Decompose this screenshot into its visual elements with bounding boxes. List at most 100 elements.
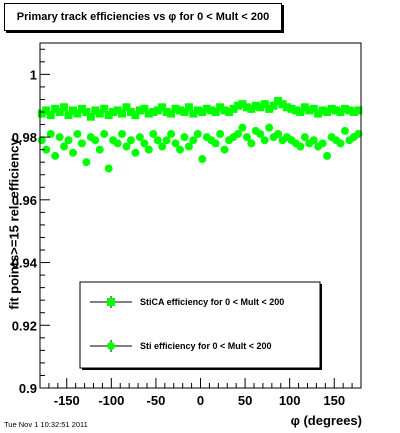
data-point-sti [82, 158, 91, 167]
data-point-sti [265, 123, 274, 132]
data-point-stica [207, 106, 216, 115]
data-point-stica [238, 100, 247, 109]
timestamp: Tue Nov 1 10:32:51 2011 [4, 420, 88, 429]
data-point-stica [229, 104, 238, 113]
y-tick-label: 1 [30, 67, 37, 82]
x-axis-label: φ (degrees) [290, 413, 362, 428]
data-point-stica [269, 101, 278, 110]
data-point-sti [64, 136, 73, 145]
data-point-stica [260, 100, 269, 109]
data-point-sti [149, 129, 158, 138]
data-point-stica [305, 106, 314, 115]
data-point-stica [171, 104, 180, 113]
data-point-stica [189, 109, 198, 118]
data-point-sti [193, 129, 202, 138]
data-point-stica [274, 97, 283, 106]
x-tick-label: -100 [98, 393, 124, 408]
x-tick-label: 50 [238, 393, 252, 408]
data-point-stica [55, 108, 64, 116]
data-point-sti [336, 139, 345, 148]
data-point-sti [113, 139, 122, 148]
data-point-sti [42, 145, 51, 154]
data-point-sti [216, 129, 225, 138]
data-point-stica [158, 103, 167, 112]
y-tick-label: 0.92 [12, 318, 37, 333]
data-point-stica [175, 106, 184, 115]
data-point-stica [118, 109, 127, 118]
data-point-stica [91, 106, 100, 115]
legend-label: StiCA efficiency for 0 < Mult < 200 [140, 297, 284, 307]
data-point-stica [340, 104, 349, 113]
data-point-sti [153, 136, 162, 145]
data-point-stica [287, 104, 296, 113]
data-point-sti [104, 164, 113, 173]
legend-marker-circle [107, 342, 115, 350]
data-point-stica [291, 106, 300, 115]
y-tick-label: 0.9 [19, 381, 37, 396]
data-point-stica [109, 108, 118, 116]
data-point-sti [180, 133, 189, 142]
data-point-stica [82, 108, 91, 116]
data-point-sti [340, 126, 349, 135]
data-point-stica [60, 103, 69, 112]
data-point-sti [211, 139, 220, 148]
data-point-stica [144, 109, 153, 118]
data-point-stica [309, 104, 318, 113]
data-point-stica [354, 106, 363, 115]
data-point-sti [323, 151, 332, 160]
data-point-sti [189, 136, 198, 145]
data-point-sti [167, 129, 176, 138]
data-point-sti [140, 139, 149, 148]
data-point-stica [73, 109, 82, 118]
data-point-stica [220, 106, 229, 115]
data-point-sti [60, 142, 69, 151]
data-point-stica [51, 104, 60, 113]
data-point-sti [162, 136, 171, 145]
data-point-sti [171, 139, 180, 148]
data-point-stica [104, 111, 113, 120]
data-point-sti [296, 142, 305, 151]
data-point-sti [220, 145, 229, 154]
data-point-sti [309, 136, 318, 145]
data-point-stica [153, 106, 162, 115]
data-point-stica [131, 111, 140, 120]
data-point-stica [100, 104, 109, 113]
data-point-sti [126, 136, 135, 145]
data-point-stica [180, 108, 189, 116]
data-point-stica [86, 112, 95, 121]
data-point-stica [251, 101, 260, 110]
data-point-stica [113, 106, 122, 115]
legend-label: Sti efficiency for 0 < Mult < 200 [140, 341, 272, 351]
data-point-stica [256, 103, 265, 112]
data-point-stica [68, 106, 77, 115]
x-tick-label: -150 [54, 393, 80, 408]
data-point-sti [122, 142, 131, 151]
data-point-stica [216, 103, 225, 112]
data-point-stica [77, 104, 86, 113]
x-tick-label: -50 [147, 393, 166, 408]
data-point-stica [242, 103, 251, 112]
data-point-stica [198, 108, 207, 116]
y-tick-label: 0.94 [12, 256, 38, 271]
data-point-sti [260, 136, 269, 145]
data-point-stica [314, 109, 323, 118]
data-point-sti [238, 123, 247, 132]
data-point-stica [345, 106, 354, 115]
data-point-stica [296, 108, 305, 116]
data-point-sti [77, 139, 86, 148]
data-point-stica [323, 108, 332, 116]
data-point-sti [73, 129, 82, 138]
data-point-sti [354, 129, 363, 138]
legend-box [79, 281, 321, 369]
data-point-stica [162, 108, 171, 116]
data-point-stica [193, 106, 202, 115]
data-point-sti [95, 145, 104, 154]
data-point-sti [158, 142, 167, 151]
data-point-stica [265, 104, 274, 113]
data-point-stica [318, 106, 327, 115]
data-point-stica [64, 111, 73, 120]
chart-title: Primary track efficiencies vs φ for 0 < … [4, 3, 282, 31]
data-point-stica [278, 100, 287, 109]
data-point-sti [100, 129, 109, 138]
